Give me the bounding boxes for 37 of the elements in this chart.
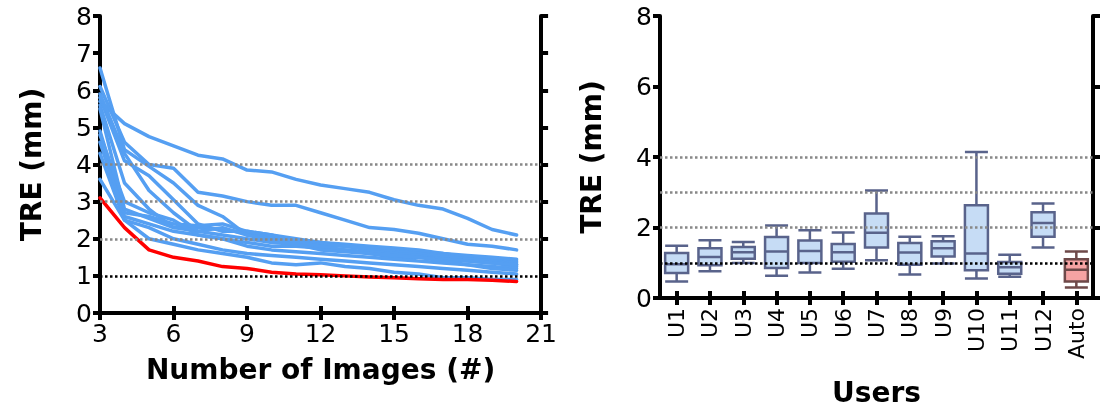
y-tick-label: 0 (76, 298, 92, 328)
y-tick-label: 0 (636, 283, 652, 313)
x-tick-label: U11 (997, 308, 1023, 353)
x-tick-label: U2 (697, 308, 723, 339)
x-tick-label: U9 (930, 308, 956, 339)
x-tick-label: 15 (378, 319, 410, 348)
y-tick-label: 6 (636, 72, 652, 101)
y-tick-label: 3 (76, 187, 92, 217)
x-tick-label: U6 (830, 308, 856, 339)
x-tick-label: 21 (525, 319, 557, 348)
y-tick-label: 4 (636, 142, 652, 172)
y-axis-title: TRE (mm) (574, 80, 608, 234)
x-tick-label: Auto (1063, 308, 1089, 360)
y-tick-label: 7 (76, 38, 92, 68)
x-tick-label: 18 (451, 319, 484, 348)
x-axis-title: Users (832, 375, 921, 409)
y-tick-label: 6 (76, 75, 92, 105)
y-tick-label: 5 (76, 112, 92, 142)
x-tick-label: U5 (797, 308, 823, 339)
y-tick-label: 2 (636, 213, 652, 242)
y-tick-label: 2 (76, 224, 92, 254)
x-tick-label: U3 (730, 308, 756, 339)
y-tick-label: 8 (636, 1, 652, 31)
y-tick-label: 4 (76, 150, 92, 179)
x-tick-label: U12 (1030, 308, 1056, 353)
x-axis-title: Number of Images (#) (145, 352, 496, 386)
x-tick-label: 12 (304, 319, 337, 348)
y-tick-label: 1 (76, 261, 92, 291)
x-tick-label: 9 (239, 319, 255, 348)
x-tick-label: 6 (165, 319, 182, 348)
y-tick-label: 8 (76, 1, 92, 31)
x-tick-label: U10 (963, 308, 989, 353)
x-tick-label: U8 (897, 308, 923, 339)
y-axis-title: TRE (mm) (14, 87, 48, 242)
x-tick-label: U4 (764, 308, 790, 339)
x-tick-label: U1 (664, 308, 690, 339)
x-tick-label: U7 (864, 308, 889, 339)
